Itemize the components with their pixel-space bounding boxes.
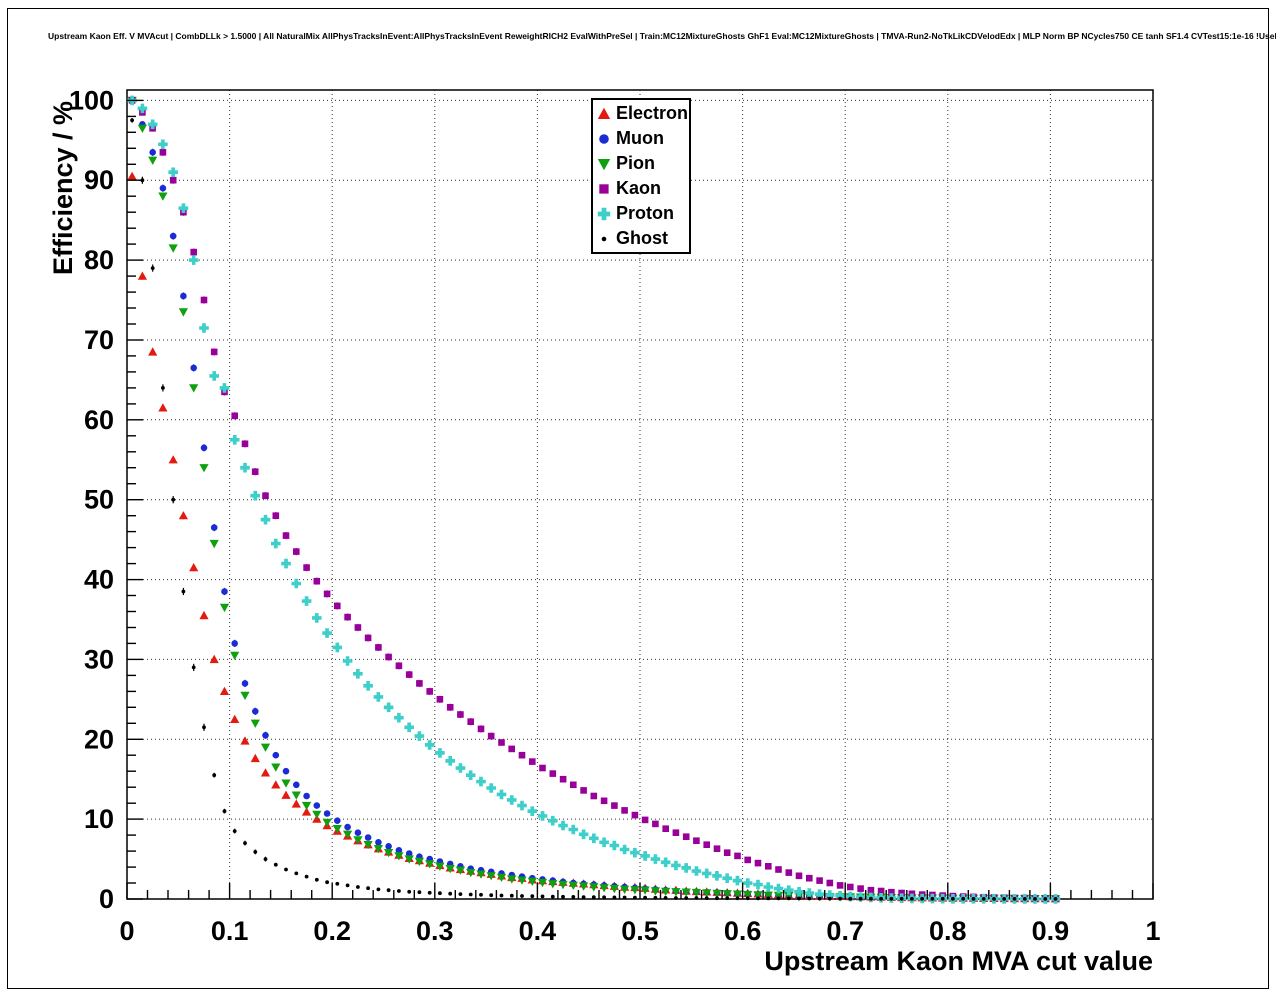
ghost-marker-icon — [601, 236, 607, 241]
y-tick-label: 50 — [84, 485, 114, 515]
y-tick-label: 60 — [84, 405, 114, 435]
x-tick-label: 0.5 — [621, 916, 659, 946]
legend-item-label: Ghost — [616, 228, 668, 248]
y-tick-label: 70 — [84, 325, 114, 355]
x-tick-label: 0.4 — [519, 916, 557, 946]
legend-item-ghost: Ghost — [593, 226, 689, 251]
x-tick-label: 0.3 — [416, 916, 454, 946]
y-tick-label: 100 — [69, 85, 114, 115]
kaon-marker-icon — [599, 183, 609, 194]
electron-marker-icon — [597, 107, 611, 119]
legend-item-label: Electron — [616, 103, 689, 123]
y-tick-label: 10 — [84, 804, 114, 834]
y-tick-label: 80 — [84, 245, 114, 275]
series-ghost — [130, 118, 1058, 901]
legend-item-label: Kaon — [616, 178, 661, 198]
legend-item-muon: Muon — [593, 126, 689, 151]
y-tick-label: 0 — [99, 884, 114, 914]
x-tick-label: 0.2 — [313, 916, 351, 946]
y-tick-label: 30 — [84, 644, 114, 674]
y-tick-label: 40 — [84, 565, 114, 595]
legend-item-kaon: Kaon — [593, 176, 689, 201]
y-tick-label: 90 — [84, 165, 114, 195]
proton-marker-icon — [597, 207, 611, 220]
legend-item-proton: Proton — [593, 201, 689, 226]
plot-title: Upstream Kaon Eff. V MVAcut | CombDLLk >… — [48, 31, 1276, 41]
legend-item-electron: Electron — [593, 101, 689, 126]
x-tick-label: 0.9 — [1032, 916, 1070, 946]
x-tick-label: 0 — [119, 916, 134, 946]
y-tick-label: 20 — [84, 724, 114, 754]
muon-marker-icon — [599, 133, 609, 144]
x-tick-label: 0.8 — [929, 916, 967, 946]
legend: Electron Muon Pion Kaon Proton Ghost — [591, 98, 691, 254]
x-tick-label: 1 — [1145, 916, 1160, 946]
x-tick-label: 0.1 — [211, 916, 249, 946]
axis-ticks — [126, 99, 1154, 900]
x-tick-label: 0.6 — [724, 916, 762, 946]
x-axis-title: Upstream Kaon MVA cut value — [764, 946, 1153, 976]
pion-marker-icon — [597, 158, 611, 170]
legend-item-label: Muon — [616, 128, 664, 148]
x-tick-label: 0.7 — [826, 916, 864, 946]
legend-item-label: Pion — [616, 153, 655, 173]
legend-item-label: Proton — [616, 203, 674, 223]
gridlines — [127, 90, 1153, 899]
legend-item-pion: Pion — [593, 151, 689, 176]
